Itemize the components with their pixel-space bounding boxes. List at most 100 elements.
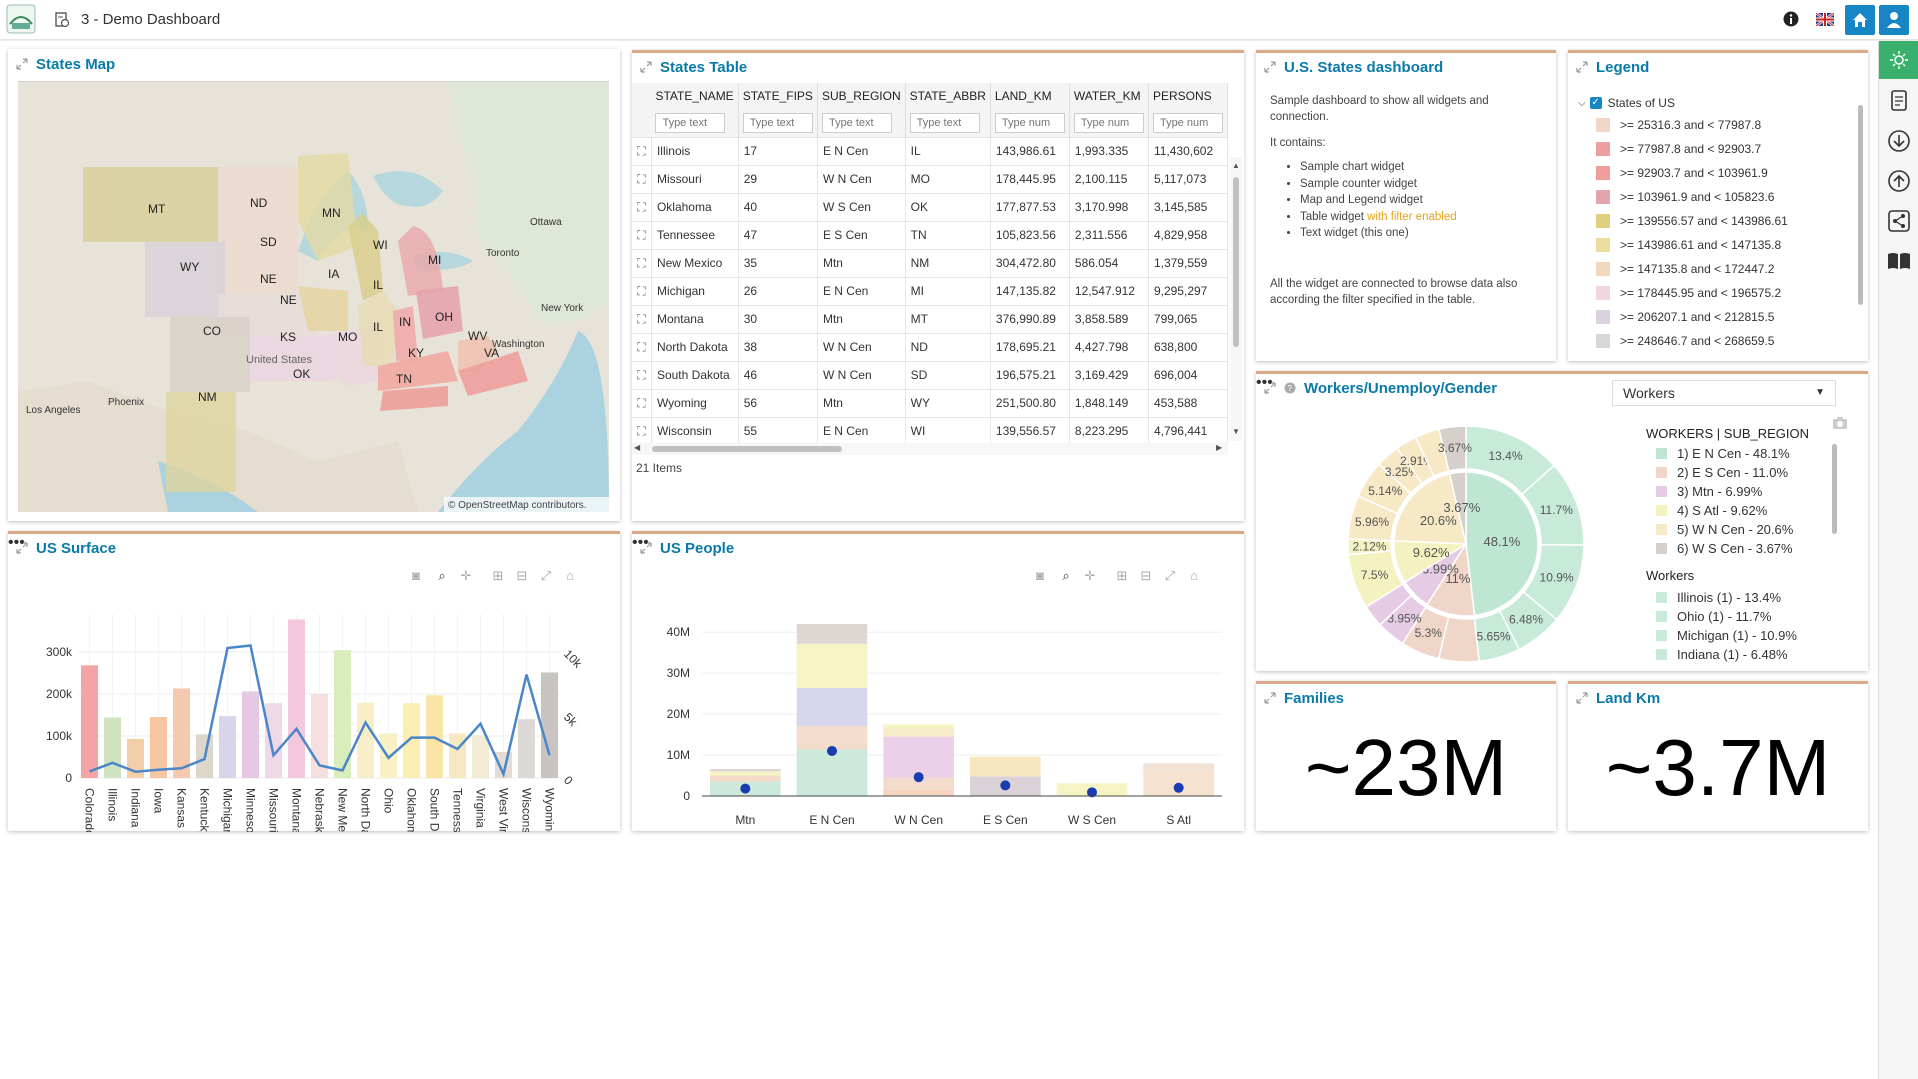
zoom-in-icon[interactable]: ⊞: [1116, 568, 1128, 583]
help-icon[interactable]: ?: [1284, 382, 1296, 394]
stacked-bar-segment[interactable]: [796, 749, 868, 796]
table-row[interactable]: ⛶ South Dakota 46 W N Cen SD 196,575.21 3,169.…: [632, 360, 1228, 389]
bar[interactable]: [173, 688, 190, 778]
camera-icon[interactable]: ◙: [1036, 568, 1044, 583]
camera-icon[interactable]: ◙: [412, 568, 420, 583]
user-button[interactable]: [1879, 5, 1909, 35]
expand-icon[interactable]: [1576, 61, 1588, 73]
scroll-down-icon[interactable]: ▼: [1232, 427, 1240, 436]
column-header-water-km[interactable]: WATER_KM: [1069, 83, 1149, 109]
bar[interactable]: [518, 719, 535, 778]
line-series[interactable]: [89, 644, 551, 779]
kebab-menu-icon[interactable]: •••: [1256, 374, 1273, 391]
language-flag-icon[interactable]: [1816, 13, 1834, 26]
filter-state-name[interactable]: [655, 112, 726, 133]
zoom-out-icon[interactable]: ⊟: [1140, 568, 1152, 583]
chevron-down-icon[interactable]: ⌵: [1578, 97, 1586, 109]
legend-layer-row[interactable]: ⌵ ✓ States of US: [1578, 93, 1853, 113]
scroll-up-icon[interactable]: ▲: [1232, 161, 1240, 170]
zoom-to-feature-icon[interactable]: ⛶: [632, 192, 652, 221]
theme-button[interactable]: [1879, 41, 1918, 79]
bar[interactable]: [81, 665, 98, 778]
filter-state-fips[interactable]: [742, 112, 813, 133]
filter-land-km[interactable]: [994, 112, 1065, 133]
stacked-bar-segment[interactable]: [796, 687, 868, 726]
pie-legend-item[interactable]: 5) W N Cen - 20.6%: [1646, 520, 1836, 539]
zoom-to-feature-icon[interactable]: ⛶: [632, 136, 652, 165]
column-header-land-km[interactable]: LAND_KM: [990, 83, 1070, 109]
stacked-bar-segment[interactable]: [710, 775, 781, 782]
filter-sub-region[interactable]: [821, 112, 892, 133]
table-row[interactable]: ⛶ New Mexico 35 Mtn NM 304,472.80 586.054 1,379…: [632, 248, 1228, 277]
expand-icon[interactable]: [16, 58, 28, 70]
column-header-sub-region[interactable]: SUB_REGION: [817, 83, 906, 109]
table-row[interactable]: ⛶ Tennessee 47 E S Cen TN 105,823.56 2,311.556…: [632, 220, 1228, 249]
bar[interactable]: [403, 703, 420, 778]
data-point[interactable]: [1000, 780, 1011, 791]
scroll-left-icon[interactable]: ◀: [634, 443, 641, 452]
stacked-bar-segment[interactable]: [883, 736, 954, 778]
document-icon[interactable]: [1885, 87, 1913, 115]
autoscale-icon[interactable]: ⤢: [1164, 568, 1176, 583]
pie-legend-item[interactable]: 1) E N Cen - 48.1%: [1646, 444, 1836, 463]
expand-icon[interactable]: [1264, 382, 1276, 394]
legend-scrollbar[interactable]: [1856, 93, 1864, 355]
bar[interactable]: [150, 717, 167, 778]
pie-legend-item[interactable]: Ohio (1) - 11.7%: [1646, 607, 1836, 626]
layer-checkbox[interactable]: ✓: [1589, 97, 1602, 109]
expand-icon[interactable]: [1264, 692, 1276, 704]
zoom-to-feature-icon[interactable]: ⛶: [632, 388, 652, 417]
table-row[interactable]: ⛶ Michigan 26 E N Cen MI 147,135.82 12,547.912…: [632, 276, 1228, 305]
stacked-bar-segment[interactable]: [1143, 763, 1214, 771]
table-row[interactable]: ⛶ North Dakota 38 W N Cen ND 178,695.21 4,427.…: [632, 332, 1228, 361]
outer-slice[interactable]: [1438, 425, 1467, 472]
app-logo[interactable]: [6, 4, 36, 34]
bar[interactable]: [219, 716, 236, 778]
data-point[interactable]: [1173, 782, 1184, 793]
expand-icon[interactable]: [16, 542, 28, 554]
zoom-in-icon[interactable]: ⊞: [492, 568, 504, 583]
pie-legend-item[interactable]: Indiana (1) - 6.48%: [1646, 645, 1836, 664]
info-icon[interactable]: [1783, 11, 1799, 27]
zoom-to-feature-icon[interactable]: ⛶: [632, 416, 652, 443]
stacked-bar-segment[interactable]: [883, 728, 954, 737]
bar[interactable]: [334, 650, 351, 778]
kebab-menu-icon[interactable]: •••: [632, 534, 649, 551]
bar[interactable]: [288, 619, 305, 778]
legend-scrollbar-thumb[interactable]: [1858, 105, 1863, 305]
share-icon[interactable]: [1885, 207, 1913, 235]
stacked-bar-segment[interactable]: [710, 768, 781, 772]
stacked-bar-segment[interactable]: [796, 624, 868, 644]
bar[interactable]: [357, 702, 374, 778]
hscrollbar-thumb[interactable]: [652, 446, 842, 452]
pie-legend-item[interactable]: Illinois (1) - 13.4%: [1646, 588, 1836, 607]
kebab-menu-icon[interactable]: •••: [8, 534, 25, 551]
pan-icon[interactable]: ✛: [460, 568, 472, 583]
zoom-to-feature-icon[interactable]: ⛶: [632, 276, 652, 305]
inner-slice[interactable]: [1465, 471, 1539, 617]
stacked-bar-segment[interactable]: [883, 789, 954, 796]
zoom-to-feature-icon[interactable]: ⛶: [632, 220, 652, 249]
workers-sunburst-chart[interactable]: 13.4% 11.7% 10.9% 6.48% 5.65% 5.3%3.95% 7.5% 2.…: [1336, 419, 1596, 669]
pie-legend-item[interactable]: Michigan (1) - 10.9%: [1646, 626, 1836, 645]
us-people-chart[interactable]: 0 10M 20M 30M 40M Mtn E N Cen W N Cen E S Cen W S…: [632, 584, 1244, 832]
upload-icon[interactable]: [1885, 167, 1913, 195]
us-surface-chart[interactable]: 0 100k 200k 300k Colorado Illinois Indiana Iowa…: [8, 584, 620, 832]
reset-axes-icon[interactable]: ⌂: [566, 568, 574, 583]
zoom-out-icon[interactable]: ⊟: [516, 568, 528, 583]
stacked-bar-segment[interactable]: [883, 777, 954, 790]
map-view[interactable]: MT ND MN WI MI SD WY NE NE IA IL IL IN O…: [18, 81, 609, 512]
table-row[interactable]: ⛶ Missouri 29 W N Cen MO 178,445.95 2,100.115 5…: [632, 164, 1228, 193]
reset-axes-icon[interactable]: ⌂: [1190, 568, 1198, 583]
home-button[interactable]: [1845, 5, 1875, 35]
zoom-to-feature-icon[interactable]: ⛶: [632, 164, 652, 193]
autoscale-icon[interactable]: ⤢: [540, 568, 552, 583]
table-row[interactable]: ⛶ Illinois 17 E N Cen IL 143,986.61 1,993.335 1…: [632, 136, 1228, 165]
bar[interactable]: [449, 733, 466, 778]
stacked-bar-segment[interactable]: [796, 643, 868, 688]
zoom-icon[interactable]: ⌕: [438, 568, 446, 583]
table-row[interactable]: ⛶ Wisconsin 55 E N Cen WI 139,556.57 8,223.295…: [632, 416, 1228, 443]
table-row[interactable]: ⛶ Montana 30 Mtn MT 376,990.89 3,858.589 799,06…: [632, 304, 1228, 333]
filter-persons[interactable]: [1152, 112, 1223, 133]
camera-icon[interactable]: [1832, 416, 1848, 430]
